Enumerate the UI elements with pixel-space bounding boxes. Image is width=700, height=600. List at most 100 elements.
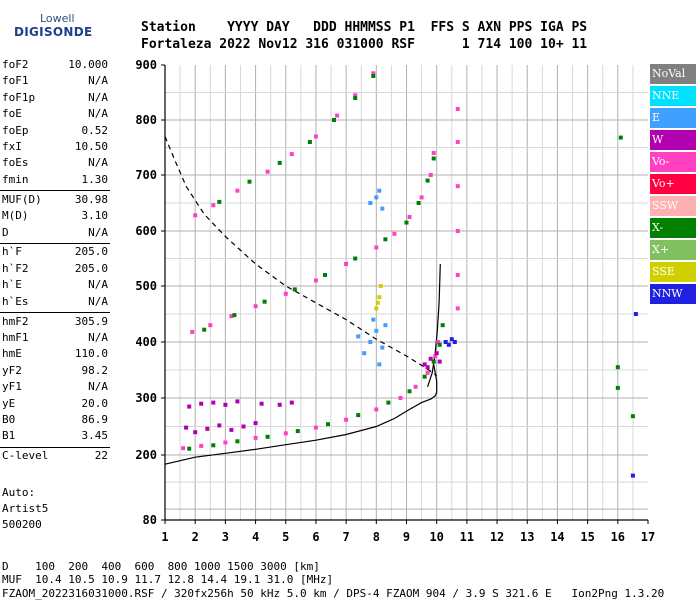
data-point <box>404 220 409 225</box>
data-point <box>292 287 297 292</box>
param-row: foF2 10.000 <box>2 58 108 74</box>
data-point <box>449 337 454 342</box>
legend-item: X+ <box>650 240 696 260</box>
x-tick-label: 5 <box>282 530 289 544</box>
data-point <box>440 323 445 328</box>
data-point <box>313 425 318 430</box>
data-point <box>211 443 216 448</box>
param-row: foEs N/A <box>2 156 108 172</box>
x-tick-label: 13 <box>520 530 534 544</box>
data-point <box>380 345 385 350</box>
data-point <box>289 400 294 405</box>
x-tick-label: 9 <box>403 530 410 544</box>
y-tick-label: 600 <box>135 224 157 238</box>
data-point <box>187 404 192 409</box>
legend-item: NNE <box>650 86 696 106</box>
y-tick-label: 80 <box>143 513 157 527</box>
data-point <box>253 435 258 440</box>
param-name: yE <box>2 396 16 410</box>
profile-curve <box>164 364 438 465</box>
data-point <box>235 188 240 193</box>
param-name: C-level <box>2 449 49 463</box>
param-value: 3.10 <box>81 209 109 223</box>
data-point <box>193 213 198 218</box>
data-point <box>208 323 213 328</box>
param-value: 205.0 <box>74 261 108 275</box>
param-name: hmF2 <box>2 314 29 328</box>
auto-label: Auto: <box>2 486 36 499</box>
data-point <box>265 169 270 174</box>
data-point <box>452 340 457 344</box>
param-name: foEs <box>2 156 29 170</box>
data-point <box>425 365 430 370</box>
y-tick-label: 900 <box>135 58 157 72</box>
data-point <box>307 140 312 144</box>
param-value: 10.50 <box>74 140 108 153</box>
param-name: yF2 <box>2 363 22 377</box>
data-point <box>232 313 237 318</box>
param-row: hmF2 305.9 <box>2 315 108 331</box>
data-point <box>425 178 430 183</box>
x-tick-label: 4 <box>252 530 259 544</box>
param-name: fmin <box>2 172 29 186</box>
param-value: 20.0 <box>81 396 109 410</box>
data-point <box>446 342 451 347</box>
legend-item: W <box>650 130 696 150</box>
data-point <box>199 443 204 448</box>
legend-item: X- <box>650 218 696 238</box>
profile-curve <box>164 136 438 377</box>
param-value: 98.2 <box>81 363 109 377</box>
data-point <box>374 245 379 250</box>
data-point <box>211 400 216 405</box>
param-row: foF1 N/A <box>2 74 108 90</box>
data-point <box>323 273 327 277</box>
data-point <box>383 323 388 328</box>
param-name: foF1p <box>2 90 36 104</box>
footer-file-info: FZAOM_2022316031000.RSF / 320fx256h 50 k… <box>2 587 665 600</box>
data-point <box>353 93 358 98</box>
param-value: 305.9 <box>74 314 108 328</box>
param-value: 22 <box>94 449 108 463</box>
data-point <box>431 359 436 364</box>
data-point <box>235 439 240 444</box>
data-point <box>377 295 382 300</box>
x-tick-label: 3 <box>222 530 229 544</box>
data-point <box>630 473 635 478</box>
param-row: M(D) 3.10 <box>2 209 108 225</box>
param-row: C-level 22 <box>2 449 108 465</box>
param-name: foF1 <box>2 74 29 88</box>
param-value: 86.9 <box>81 412 109 426</box>
data-point <box>437 359 442 364</box>
data-point <box>615 385 620 390</box>
data-point <box>184 425 189 430</box>
param-separator <box>0 446 110 448</box>
data-point <box>295 429 300 434</box>
param-name: h`E <box>2 278 22 292</box>
data-point <box>187 446 192 451</box>
x-tick-label: 2 <box>192 530 199 544</box>
data-point <box>374 195 379 200</box>
x-tick-label: 16 <box>611 530 625 544</box>
data-point <box>205 426 210 431</box>
param-value: 10.000 <box>68 58 108 71</box>
data-point <box>353 96 358 100</box>
data-point <box>431 151 436 155</box>
legend-item: NoVal <box>650 64 696 84</box>
param-name: foF2 <box>2 58 29 71</box>
legend-item: SSE <box>650 262 696 282</box>
param-row: fxI 10.50 <box>2 140 108 156</box>
data-point <box>326 422 330 427</box>
param-separator <box>0 242 110 244</box>
data-point <box>428 356 433 361</box>
data-point <box>375 300 380 305</box>
data-point <box>371 74 376 78</box>
data-point <box>422 374 427 379</box>
y-tick-label: 200 <box>135 448 157 462</box>
data-point <box>253 421 258 426</box>
data-point <box>229 427 234 432</box>
param-name: h`F <box>2 245 22 259</box>
param-value: 205.0 <box>74 245 108 259</box>
data-point <box>428 173 433 177</box>
param-name: hmE <box>2 347 22 361</box>
data-point <box>202 327 207 332</box>
